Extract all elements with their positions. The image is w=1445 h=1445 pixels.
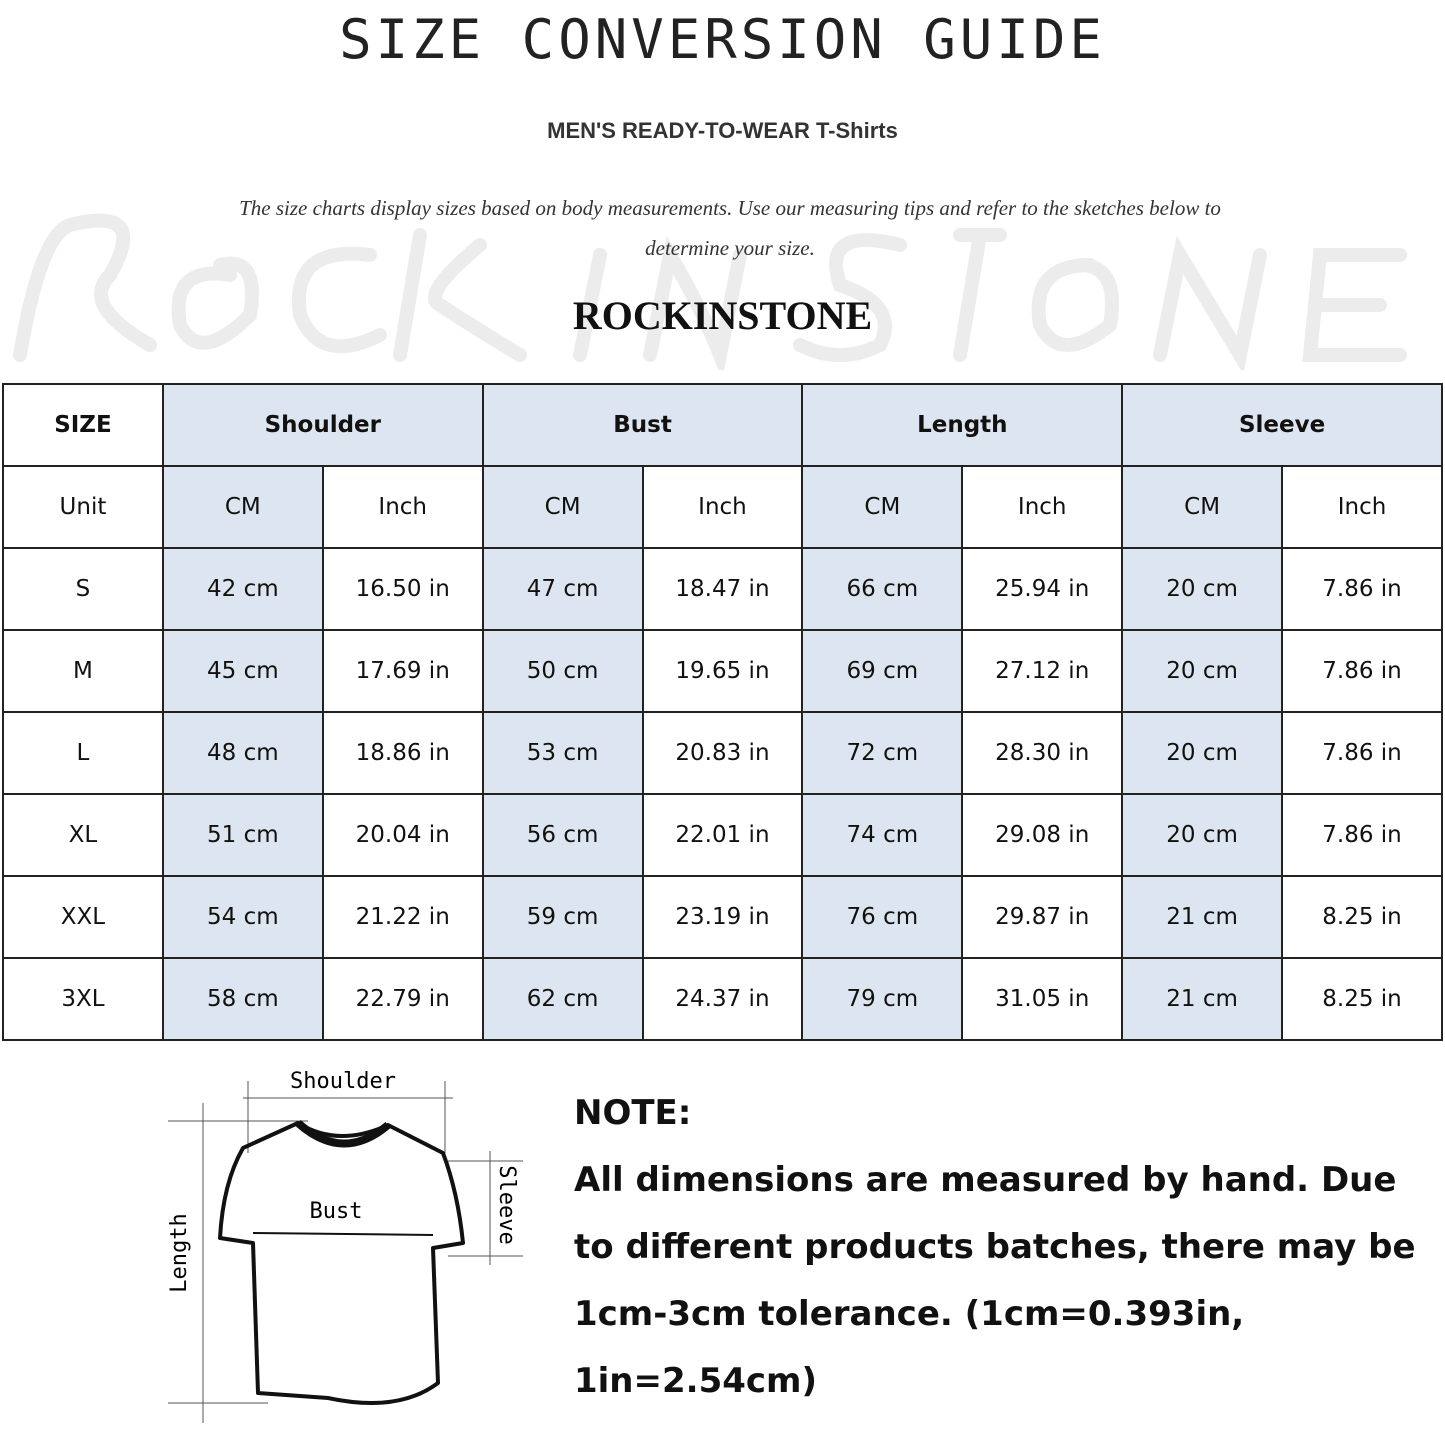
table-row: XXL 54 cm 21.22 in 59 cm 23.19 in 76 cm 29.87 … [2,875,1443,959]
value-cell: 29.87 in [961,875,1124,959]
unit-inch: Inch [321,465,484,549]
unit-cm: CM [801,465,964,549]
value-cell: 28.30 in [961,711,1124,795]
value-cell: 69 cm [801,629,964,713]
value-cell: 45 cm [161,629,324,713]
value-cell: 76 cm [801,875,964,959]
value-cell: 22.79 in [321,957,484,1041]
value-cell: 72 cm [801,711,964,795]
table-row: S 42 cm 16.50 in 47 cm 18.47 in 66 cm 25.94 in… [2,547,1443,631]
group-header: Bust [481,383,804,467]
bust-label: Bust [310,1199,363,1224]
tshirt-measurement-sketch: Shoulder Bust Length Sleeve [167,1069,523,1423]
size-cell: 3XL [2,957,164,1041]
value-cell: 20 cm [1121,793,1284,877]
value-cell: 7.86 in [1281,629,1443,713]
description: The size charts display sizes based on b… [239,196,1221,260]
size-cell: M [2,629,164,713]
note: NOTE: All dimensions are measured by han… [574,1080,1434,1415]
value-cell: 21 cm [1121,957,1284,1041]
value-cell: 7.86 in [1281,711,1443,795]
brand-name: ROCKINSTONE [572,293,873,338]
value-cell: 19.65 in [641,629,804,713]
value-cell: 18.86 in [321,711,484,795]
note-text: All dimensions are measured by hand. Due… [574,1160,1416,1401]
value-cell: 21 cm [1121,875,1284,959]
shoulder-label: Shoulder [290,1069,396,1094]
value-cell: 58 cm [161,957,324,1041]
value-cell: 51 cm [161,793,324,877]
page-title: SIZE CONVERSION GUIDE [339,8,1106,71]
watermark-logo [13,213,1407,370]
value-cell: 17.69 in [321,629,484,713]
value-cell: 48 cm [161,711,324,795]
unit-inch: Inch [1281,465,1443,549]
value-cell: 24.37 in [641,957,804,1041]
length-label: Length [167,1213,192,1292]
value-cell: 8.25 in [1281,957,1443,1041]
subtitle: MEN'S READY-TO-WEAR T-Shirts [547,118,898,143]
value-cell: 16.50 in [321,547,484,631]
size-cell: S [2,547,164,631]
value-cell: 20 cm [1121,547,1284,631]
group-header: Sleeve [1121,383,1443,467]
unit-header: Unit [2,465,164,549]
size-cell: XL [2,793,164,877]
size-cell: XXL [2,875,164,959]
unit-inch: Inch [961,465,1124,549]
value-cell: 66 cm [801,547,964,631]
table-row: 3XL 58 cm 22.79 in 62 cm 24.37 in 79 cm 31.05 … [2,957,1443,1041]
value-cell: 31.05 in [961,957,1124,1041]
group-header: Length [801,383,1124,467]
value-cell: 59 cm [481,875,644,959]
value-cell: 54 cm [161,875,324,959]
group-header: Shoulder [161,383,484,467]
size-table: SIZE Shoulder Bust Length Sleeve Unit CM Inch CM… [2,383,1443,1041]
value-cell: 29.08 in [961,793,1124,877]
value-cell: 22.01 in [641,793,804,877]
unit-row: Unit CM Inch CM Inch CM Inch CM Inch [2,465,1443,549]
value-cell: 20.04 in [321,793,484,877]
size-cell: L [2,711,164,795]
value-cell: 8.25 in [1281,875,1443,959]
unit-cm: CM [161,465,324,549]
value-cell: 53 cm [481,711,644,795]
table-row: L 48 cm 18.86 in 53 cm 20.83 in 72 cm 28.30 in… [2,711,1443,795]
note-heading: NOTE: [574,1093,692,1133]
value-cell: 21.22 in [321,875,484,959]
value-cell: 20 cm [1121,629,1284,713]
value-cell: 74 cm [801,793,964,877]
value-cell: 50 cm [481,629,644,713]
header-row: SIZE Shoulder Bust Length Sleeve [2,383,1443,467]
value-cell: 47 cm [481,547,644,631]
value-cell: 23.19 in [641,875,804,959]
value-cell: 7.86 in [1281,793,1443,877]
value-cell: 42 cm [161,547,324,631]
sleeve-label: Sleeve [494,1165,519,1244]
value-cell: 27.12 in [961,629,1124,713]
value-cell: 20.83 in [641,711,804,795]
size-header: SIZE [2,383,164,467]
value-cell: 25.94 in [961,547,1124,631]
unit-cm: CM [1121,465,1284,549]
unit-cm: CM [481,465,644,549]
value-cell: 20 cm [1121,711,1284,795]
table-row: M 45 cm 17.69 in 50 cm 19.65 in 69 cm 27.12 in… [2,629,1443,713]
table-row: XL 51 cm 20.04 in 56 cm 22.01 in 74 cm 29.08 i… [2,793,1443,877]
unit-inch: Inch [641,465,804,549]
value-cell: 18.47 in [641,547,804,631]
value-cell: 56 cm [481,793,644,877]
value-cell: 79 cm [801,957,964,1041]
value-cell: 62 cm [481,957,644,1041]
value-cell: 7.86 in [1281,547,1443,631]
